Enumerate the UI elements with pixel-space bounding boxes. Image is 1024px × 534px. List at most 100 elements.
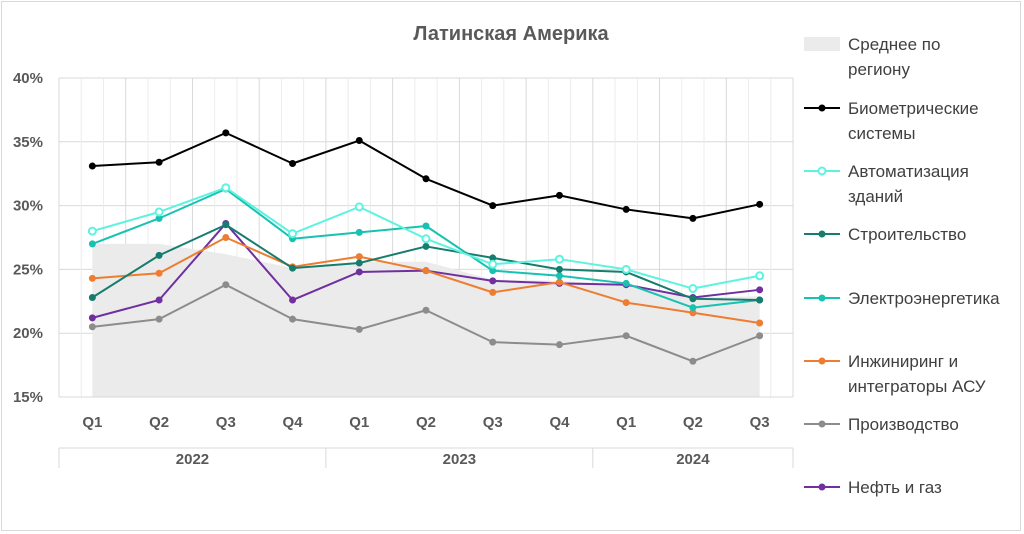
x-tick-label: Q1 [616,414,636,431]
data-point [355,325,363,333]
year-label: 2023 [443,451,476,468]
average-area [92,243,760,397]
data-point [289,159,297,167]
data-point [689,214,697,222]
legend-label: Биометрические [848,99,979,118]
data-point [155,251,163,259]
legend-entry: Биометрические системы [804,99,979,143]
data-point [88,240,96,248]
data-point [621,264,631,274]
legend-entry: Производство [804,415,959,434]
data-point [289,296,297,304]
data-point [555,191,563,199]
data-point [689,357,697,365]
series-1 [87,183,765,294]
series-2 [88,221,764,304]
data-point [756,296,764,304]
data-point [222,234,230,241]
series-3 [88,185,764,312]
data-point [622,279,630,287]
year-label: 2024 [676,451,710,468]
legend-label: Производство [848,415,959,434]
x-tick-label: Q2 [683,414,703,431]
legend: Среднее по региону Биометрические системы Ав… [804,35,1000,497]
data-point [555,341,563,349]
y-tick-label: 20% [13,325,43,342]
data-point [488,259,498,269]
data-point [422,222,430,230]
average-area-layer [92,243,760,397]
data-point [422,306,430,314]
data-point [355,268,363,276]
data-point [88,314,96,322]
data-point [756,200,764,208]
data-point [88,323,96,331]
y-tick-label: 35% [13,134,43,151]
data-point [87,226,97,236]
y-tick-label: 40% [13,70,43,87]
data-point [355,259,363,267]
x-tick-label: Q3 [750,414,770,431]
data-point [155,158,163,166]
data-point [756,332,764,340]
x-tick-label: Q3 [483,414,503,431]
data-point [88,293,96,301]
legend-label: Автоматизация [848,162,969,181]
data-point [489,202,497,210]
data-point [221,183,231,193]
data-point [355,228,363,236]
data-point [622,299,630,307]
data-point [155,315,163,323]
data-point [622,205,630,213]
legend-entry: Строительство [804,225,966,244]
legend-entry: Нефть и газ [804,478,942,497]
data-point [222,129,230,137]
data-point [155,269,163,277]
data-point [555,265,563,273]
data-point [422,175,430,183]
data-point [154,207,164,217]
legend-marker [818,420,826,428]
data-point [555,272,563,280]
series-layer [87,129,765,365]
x-tick-label: Q1 [82,414,102,431]
data-point [288,229,298,239]
data-point [489,288,497,296]
data-point [422,242,430,250]
legend-marker [818,357,826,365]
data-point [755,271,765,281]
data-point [88,274,96,282]
data-point [689,295,697,303]
series-4 [88,234,764,327]
legend-marker [818,483,826,491]
x-tick-label: Q2 [149,414,169,431]
legend-marker [817,166,827,176]
data-point [555,278,563,286]
legend-entry: Электроэнергетика [804,289,1000,308]
data-point [155,296,163,304]
data-point [688,284,698,294]
data-point [421,234,431,244]
series-5 [88,281,764,365]
x-tick-label: Q3 [216,414,236,431]
legend-marker [818,294,826,302]
data-point [554,254,564,264]
legend-marker [818,104,826,112]
x-tick-label: Q1 [349,414,369,431]
legend-entry: Автоматизация зданий [804,162,969,206]
year-label: 2022 [176,451,209,468]
data-point [88,162,96,170]
legend-label: системы [848,124,915,143]
legend-label: Нефть и газ [848,478,942,497]
legend-label: региону [848,60,910,79]
legend-label: Строительство [848,225,966,244]
y-tick-label: 30% [13,198,43,215]
y-tick-label: 25% [13,261,43,278]
x-tick-label: Q4 [283,414,304,431]
data-point [622,332,630,340]
legend-label: интеграторы АСУ [848,377,986,396]
data-point [222,221,230,229]
data-point [355,137,363,145]
data-point [489,338,497,346]
